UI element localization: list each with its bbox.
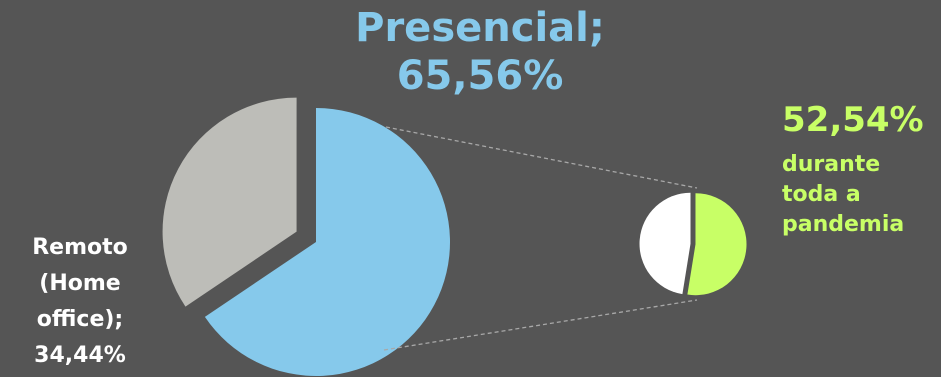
pandemia-desc-line2: toda a (782, 182, 861, 207)
remoto-value: 34,44% (34, 343, 126, 368)
pandemia-slice-value: 52,54% (782, 100, 924, 140)
remoto-name-line3: office); (36, 307, 124, 332)
small-pie-slice-durante-toda-a-pandemia (687, 193, 747, 296)
main-pie-slice-remoto-home-office (162, 97, 297, 307)
remoto-name-line1: Remoto (32, 235, 128, 260)
remoto-name-line2: (Home (39, 271, 121, 296)
small-pie-slice-slice-1 (639, 192, 691, 295)
presencial-slice-label: Presencial; 65,56% (330, 4, 630, 100)
pandemia-slice-description: durante toda a pandemia (782, 150, 941, 240)
presencial-value: 65,56% (396, 53, 564, 99)
connector-line-2 (383, 299, 698, 351)
connector-line-1 (385, 126, 698, 189)
pandemia-desc-line1: durante (782, 152, 881, 177)
pandemia-desc-line3: pandemia (782, 212, 905, 237)
presencial-name: Presencial; (355, 5, 605, 51)
main-pie-slice-presencial (204, 108, 451, 376)
remoto-slice-label: Remoto (Home office); 34,44% (0, 230, 160, 374)
